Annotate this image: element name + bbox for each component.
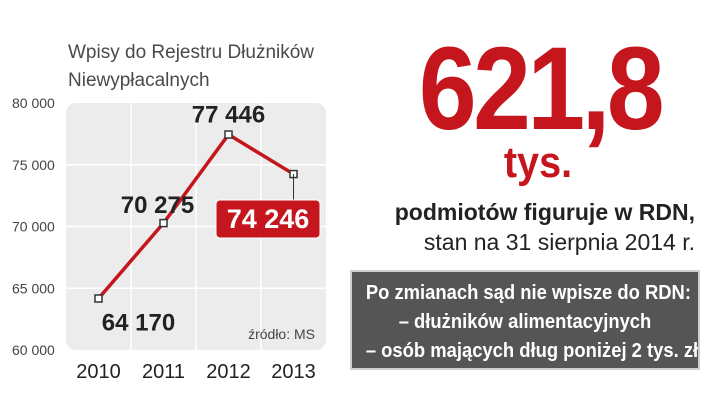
source-note: źródło: MS [248,326,315,342]
x-tick-label: 2011 [142,361,185,383]
data-label: 77 446 [192,102,265,129]
y-tick-label: 65 000 [12,280,55,296]
data-label-highlighted: 74 246 [227,204,310,234]
y-axis-ticks: 60 000 65 000 70 000 75 000 80 000 [12,95,55,358]
note-item: – dłużników alimentacyjnych [398,311,652,333]
data-label: 70 275 [121,192,194,219]
highlight-label-box [215,199,321,239]
note-title: Po zmianach sąd nie wpisze do RDN: [365,282,691,304]
x-axis-ticks: 2010 2011 2012 2013 [76,361,316,383]
data-point [159,218,168,228]
headline-number: 621,8 [418,23,665,155]
headline-unit: tys. [503,138,573,187]
y-tick-label: 60 000 [12,342,55,358]
data-point [94,294,103,303]
data-points [94,130,298,303]
y-tick-label: 70 000 [12,219,55,235]
series-line [97,132,295,300]
description-date: stan na 31 sierpnia 2014 r. [423,229,695,255]
data-point [224,130,233,139]
x-tick-label: 2010 [76,361,121,383]
note-box: Po zmianach sąd nie wpisze do RDN: – dłu… [350,270,700,370]
y-tick-label: 80 000 [12,95,55,111]
data-labels: 64 170 70 275 77 446 74 246 [102,102,321,337]
x-tick-label: 2013 [271,361,316,383]
x-tick-label: 2012 [206,361,251,383]
chart-title: Wpisy do Rejestru Dłużników Niewypłacaln… [68,42,315,91]
headline-description: podmiotów figuruje w RDN, stan na 31 sie… [350,197,695,257]
data-label: 64 170 [102,310,175,337]
description-bold: podmiotów figuruje w RDN, [394,199,695,225]
note-item: – osób mających dług poniżej 2 tys. zł [365,340,699,362]
y-tick-label: 75 000 [12,157,55,173]
